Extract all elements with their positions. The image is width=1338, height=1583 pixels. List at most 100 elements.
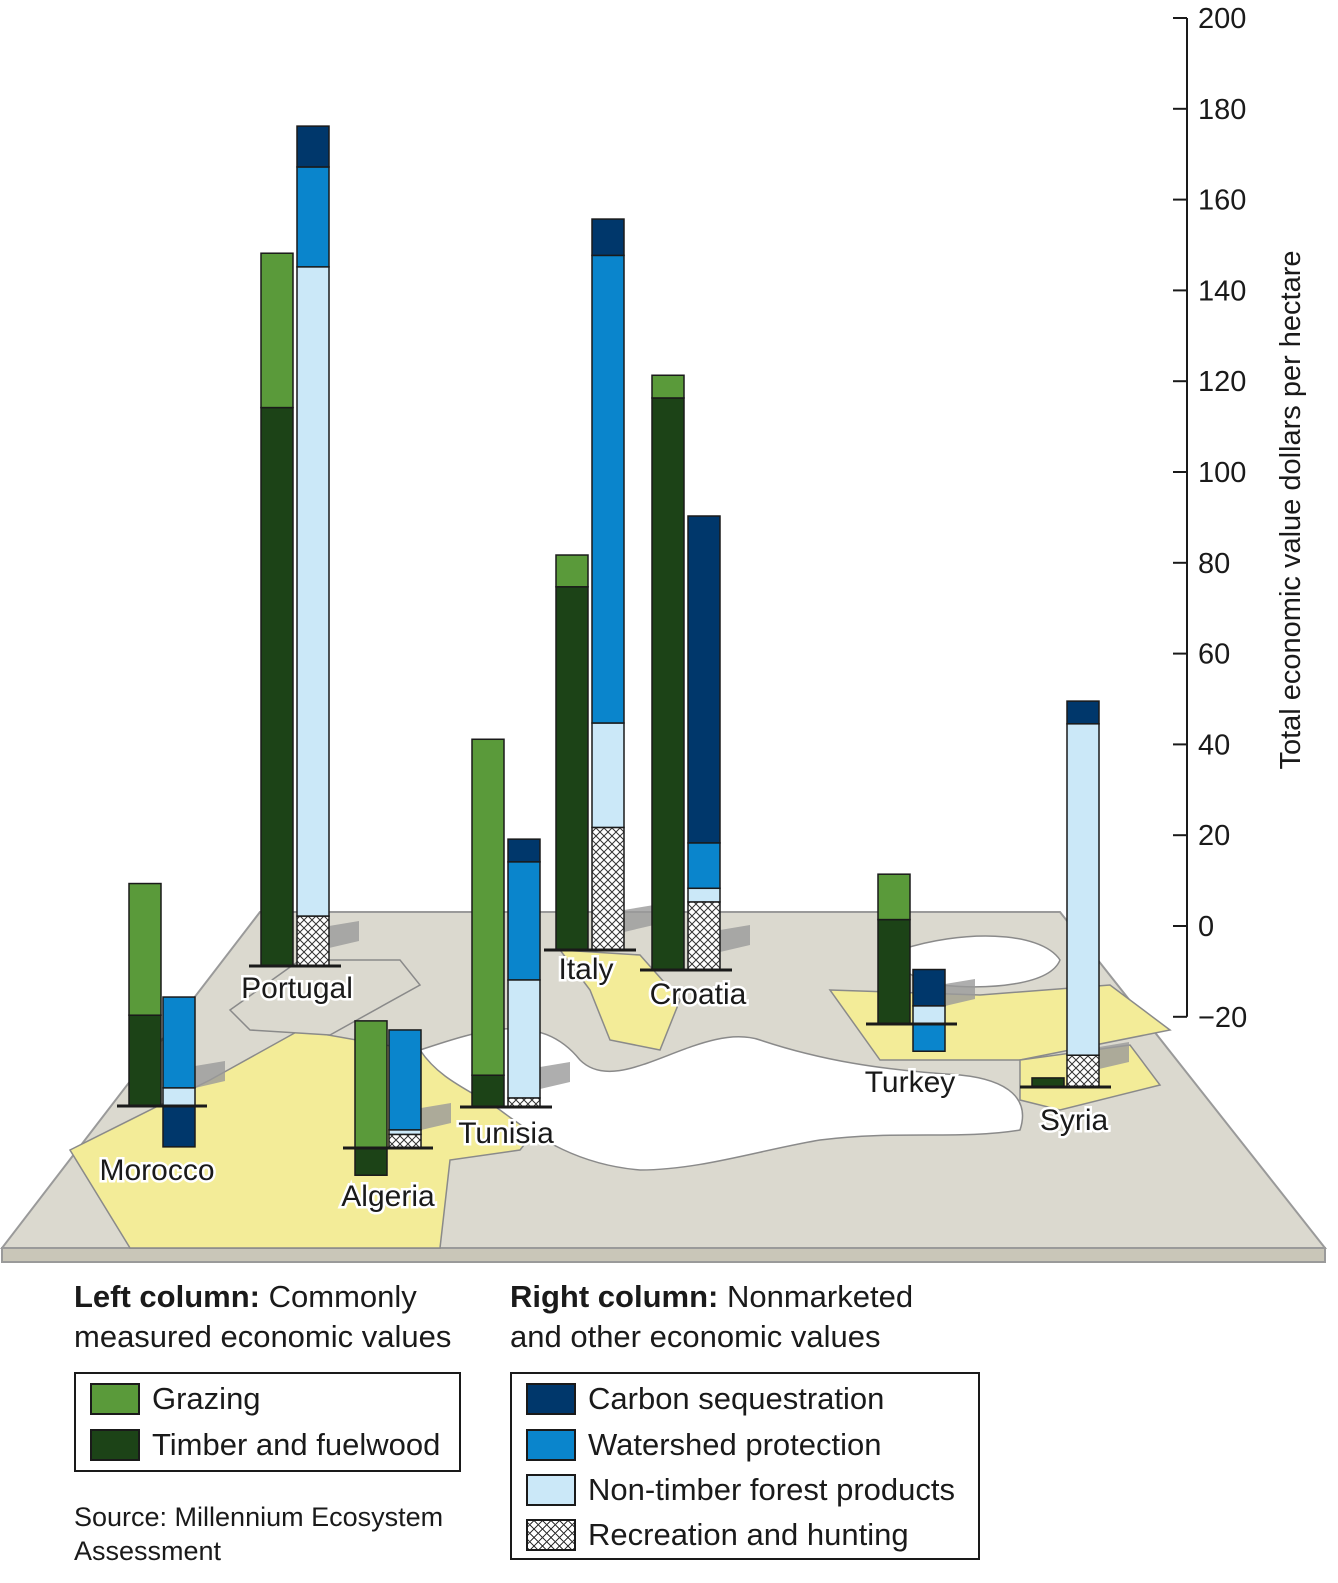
map-italy (558, 949, 681, 1051)
bar-croatia-right-recreation (687, 901, 721, 971)
y-axis-title: Total economic value dollars per hectare (1275, 250, 1307, 769)
legend-item-recreation: Recreation and hunting (526, 1517, 909, 1552)
bars (117, 125, 1129, 1176)
legend-label-grazing: Grazing (152, 1381, 261, 1416)
recreation-swatch (526, 1519, 576, 1551)
country-label-algeria: Algeria (341, 1180, 435, 1213)
left-legend-box: Grazing Timber and fuelwood (74, 1372, 461, 1472)
country-label-tunisia: Tunisia (458, 1117, 554, 1150)
bar-syria-right-carbon (1066, 700, 1100, 725)
legend-item-watershed: Watershed protection (526, 1427, 882, 1462)
bar-italy-right-carbon (591, 218, 625, 257)
bar-italy-left-grazing (555, 554, 589, 588)
bar-tunisia-right-watershed (507, 861, 541, 981)
y-tick-label: 20 (1198, 820, 1230, 852)
bar-tunisia-left-grazing (471, 738, 505, 1076)
nontimber-swatch (526, 1474, 576, 1506)
shadow-croatia (720, 925, 750, 952)
shadow-algeria (421, 1103, 451, 1130)
right-heading-line2: and other economic values (510, 1319, 881, 1354)
left-legend-heading: Left column: Commonly measured economic … (74, 1277, 451, 1357)
shadow-syria (1099, 1042, 1129, 1069)
y-tick-label: 140 (1198, 275, 1246, 307)
bar-portugal-left-timber (260, 406, 294, 967)
y-tick-label: 0 (1198, 911, 1214, 943)
legend-item-timber: Timber and fuelwood (90, 1427, 441, 1462)
bar-tunisia-right-nontimber (507, 979, 541, 1099)
legend-label-timber: Timber and fuelwood (152, 1427, 441, 1462)
grazing-swatch (90, 1383, 140, 1415)
bar-morocco-right-watershed (162, 996, 196, 1089)
timber-swatch (90, 1429, 140, 1461)
legend-label-watershed: Watershed protection (588, 1427, 882, 1462)
shadow-italy (624, 905, 654, 932)
country-label-morocco: Morocco (99, 1154, 214, 1187)
bar-italy-left-timber (555, 586, 589, 951)
right-heading-bold: Right column: (510, 1279, 719, 1314)
bar-syria-right-recreation (1066, 1054, 1100, 1088)
left-heading-line1: Commonly (268, 1279, 417, 1314)
legend-label-carbon: Carbon sequestration (588, 1381, 885, 1416)
bar-morocco-right-carbon (162, 1105, 196, 1148)
country-labels: Morocco Portugal Algeria Tunisia Italy Croati… (97, 951, 1111, 1216)
bar-portugal-left-grazing (260, 252, 294, 409)
shadow-turkey (945, 979, 975, 1006)
bar-turkey-right-nontimber (912, 1005, 946, 1025)
source-note: Source: Millennium Ecosystem Assessment (74, 1500, 494, 1568)
right-legend-heading: Right column: Nonmarketed and other econ… (510, 1277, 913, 1357)
shadow-morocco (195, 1061, 225, 1088)
bar-turkey-left-timber (877, 918, 911, 1025)
legend-label-nontimber: Non-timber forest products (588, 1472, 955, 1507)
y-tick-label: 40 (1198, 729, 1230, 761)
map-sea (418, 1028, 1024, 1171)
bar-algeria-left-grazing (354, 1020, 388, 1149)
source-line2: Assessment (74, 1536, 222, 1566)
bar-turkey-left-grazing (877, 873, 911, 921)
y-tick-label: 180 (1198, 94, 1246, 126)
watershed-swatch (526, 1429, 576, 1461)
bar-italy-right-recreation (591, 826, 625, 951)
country-label-portugal: Portugal (241, 972, 353, 1005)
y-tick-label: 60 (1198, 639, 1230, 671)
bar-morocco-left-grazing (128, 882, 162, 1016)
shadow-portugal (329, 921, 359, 948)
left-heading-bold: Left column: (74, 1279, 260, 1314)
bar-portugal-right-watershed (296, 166, 330, 268)
bar-croatia-left-timber (651, 397, 685, 971)
y-tick-label: −20 (1198, 1002, 1247, 1034)
y-tick-label: 200 (1198, 3, 1246, 35)
source-line1: Source: Millennium Ecosystem (74, 1502, 444, 1532)
bar-syria-right-nontimber (1066, 723, 1100, 1056)
legend-item-carbon: Carbon sequestration (526, 1381, 885, 1416)
y-tick-label: 120 (1198, 366, 1246, 398)
bar-algeria-right-watershed (388, 1029, 422, 1131)
bar-morocco-left-timber (128, 1014, 162, 1107)
country-label-turkey: Turkey (865, 1066, 956, 1099)
bar-croatia-right-nontimber (687, 887, 721, 903)
bar-italy-right-watershed (591, 254, 625, 724)
bar-portugal-right-carbon (296, 125, 330, 168)
bar-croatia-right-watershed (687, 842, 721, 890)
country-label-italy: Italy (558, 953, 613, 986)
legend-label-recreation: Recreation and hunting (588, 1517, 909, 1552)
map-edge (1, 1247, 1326, 1263)
legend-item-grazing: Grazing (90, 1381, 261, 1416)
bar-tunisia-right-carbon (507, 838, 541, 863)
country-label-croatia: Croatia (650, 978, 747, 1011)
bar-portugal-right-nontimber (296, 266, 330, 917)
right-heading-line1: Nonmarketed (726, 1279, 914, 1314)
shadow-tunisia (540, 1062, 570, 1089)
carbon-swatch (526, 1383, 576, 1415)
y-tick-label: 100 (1198, 457, 1246, 489)
y-tick-label: 80 (1198, 548, 1230, 580)
right-legend-box: Carbon sequestration Watershed protectio… (510, 1372, 980, 1560)
bar-tunisia-left-timber (471, 1074, 505, 1108)
bar-algeria-right-recreation (388, 1133, 422, 1149)
bar-turkey-right-carbon (912, 968, 946, 1007)
y-tick-label: 160 (1198, 185, 1246, 217)
legend-item-nontimber: Non-timber forest products (526, 1472, 955, 1507)
bar-croatia-left-grazing (651, 374, 685, 399)
bar-morocco-right-nontimber (162, 1087, 196, 1107)
bar-algeria-left-timber (354, 1147, 388, 1176)
